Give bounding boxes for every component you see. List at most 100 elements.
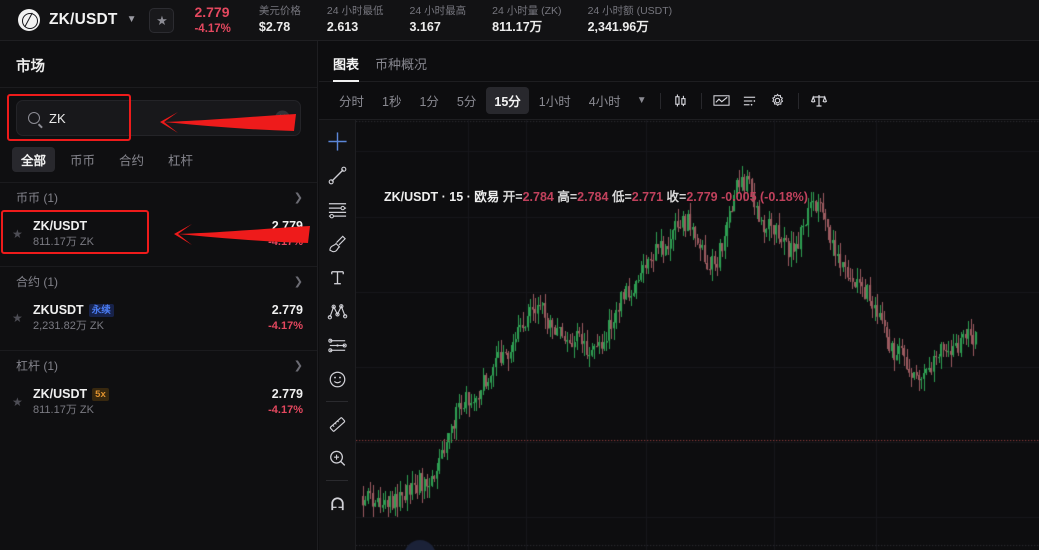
timeframe-4[interactable]: 15分 <box>486 87 529 114</box>
clear-circle-icon[interactable]: ✕ <box>275 110 290 126</box>
favorite-star-icon[interactable]: ★ <box>12 226 23 241</box>
header-last-price: 2.779 <box>194 4 230 21</box>
market-row-price: 2.779 <box>271 303 303 318</box>
legend-open-key: 开= <box>502 190 523 204</box>
chevron-down-icon[interactable]: ▼ <box>126 14 137 25</box>
timeframe-0[interactable]: 分时 <box>339 95 365 109</box>
legend-high-key: 高= <box>557 190 578 204</box>
top-header: ZK/USDT ▼ ★ 2.779 -4.17% 美元价格 $2.78 24 小时最… <box>0 0 1039 41</box>
page-title: ZK/USDT <box>49 11 118 28</box>
divider <box>326 480 348 481</box>
market-filter-0[interactable]: 全部 <box>12 147 56 172</box>
timeframe-3[interactable]: 5分 <box>456 95 477 109</box>
chevron-right-icon[interactable]: ❯ <box>293 276 303 288</box>
chart-panel: 图表 币种概况 分时 1秒 1分 5分 15分 1小时 4小时 ▼ <box>319 41 1039 550</box>
market-group-header[interactable]: 杠杆 (1) ❯ <box>0 350 317 380</box>
market-row-right: 2.779 -4.17% <box>268 218 303 250</box>
market-row-right: 2.779 -4.17% <box>268 386 303 418</box>
market-row-price: 2.779 <box>271 387 303 402</box>
search-row: ZK ✕ <box>0 88 317 136</box>
market-group-title: 合约 (1) <box>16 275 59 289</box>
market-row-change: -4.17% <box>268 320 303 333</box>
header-stat-label: 24 小时最低 <box>326 4 384 17</box>
candlestick-type-icon[interactable] <box>668 89 694 113</box>
chevron-right-icon[interactable]: ❯ <box>293 192 303 204</box>
market-list-item[interactable]: ★ ZK/USDT 5x 811.17万 ZK 2.779 -4.17% <box>0 380 317 424</box>
legend-close-value: 2.779 <box>686 190 718 204</box>
chevron-down-icon[interactable]: ▼ <box>636 95 647 106</box>
market-filter-2[interactable]: 合约 <box>119 154 145 168</box>
market-filter-1[interactable]: 币币 <box>70 154 96 168</box>
horizontal-lines-icon[interactable] <box>323 194 351 224</box>
favorite-star-icon[interactable]: ★ <box>12 310 23 325</box>
market-row-symbol: ZK/USDT <box>33 219 88 234</box>
trend-line-icon[interactable] <box>323 160 351 190</box>
market-row-badge: 永续 <box>88 304 114 318</box>
market-group-header[interactable]: 合约 (1) ❯ <box>0 266 317 296</box>
header-change-percent: -4.17% <box>194 22 231 35</box>
market-list-item[interactable]: ★ ZKUSDT 永续 2,231.82万 ZK 2.779 -4.17% <box>0 296 317 340</box>
divider <box>659 92 661 109</box>
header-stat-value: 2,341.96万 <box>587 19 649 34</box>
market-row-volume: 811.17万 ZK <box>33 236 94 249</box>
divider <box>326 401 348 402</box>
brush-icon[interactable] <box>323 228 351 258</box>
zk-coin-logo-icon <box>18 9 40 31</box>
market-filter-tabs: 全部 币币 合约 杠杆 <box>0 136 317 172</box>
market-filter-3[interactable]: 杠杆 <box>168 154 194 168</box>
crosshair-icon[interactable] <box>323 126 351 156</box>
ruler-icon[interactable] <box>323 409 351 439</box>
chart-tab-0[interactable]: 图表 <box>333 54 360 82</box>
legend-high-value: 2.784 <box>577 190 609 204</box>
list-icon[interactable] <box>737 89 763 113</box>
market-row-left: ZK/USDT 811.17万 ZK <box>33 218 268 250</box>
chevron-right-icon[interactable]: ❯ <box>293 360 303 372</box>
divider <box>797 92 799 109</box>
pitchfork-icon[interactable] <box>323 296 351 326</box>
timeframe-1[interactable]: 1秒 <box>382 95 402 109</box>
header-stat: 24 小时量 (ZK) 811.17万 <box>492 4 561 37</box>
search-input[interactable]: ZK ✕ <box>16 100 301 136</box>
header-stats: 美元价格 $2.78 24 小时最低 2.613 24 小时最高 3.167 24 小时量 … <box>259 4 672 37</box>
market-list-item[interactable]: ★ ZK/USDT 811.17万 ZK 2.779 -4.17% <box>0 212 317 256</box>
patterns-icon[interactable] <box>323 330 351 360</box>
market-sidebar: 市场 ZK ✕ 全部 币币 合约 杠杆 币币 (1) ❯ ★ ZK/USDT 811.17万 … <box>0 41 318 550</box>
legend-close-key: 收= <box>666 190 687 204</box>
chart-plot-area[interactable]: ZK/USDT · 15 · 欧易 开=2.784 高=2.784 低=2.77… <box>356 120 1039 550</box>
market-row-volume: 2,231.82万 ZK <box>33 320 104 333</box>
header-price-block: 2.779 -4.17% <box>194 4 230 36</box>
header-stat-value: 2.613 <box>326 19 359 34</box>
text-tool-icon[interactable] <box>323 262 351 292</box>
pair-selector[interactable]: ZK/USDT ▼ <box>18 9 136 31</box>
settings-gear-icon[interactable] <box>765 89 791 113</box>
header-stat-value: 3.167 <box>409 19 441 34</box>
chart-legend: ZK/USDT · 15 · 欧易 开=2.784 高=2.784 低=2.77… <box>384 186 808 205</box>
market-row-symbol-wrap: ZKUSDT 永续 <box>33 302 268 319</box>
market-row-volume: 811.17万 ZK <box>33 404 94 417</box>
drawing-toolbar <box>319 120 356 550</box>
candlestick-canvas[interactable] <box>356 120 1039 550</box>
magnet-icon[interactable] <box>323 488 351 518</box>
header-stat-value: 811.17万 <box>492 19 543 34</box>
legend-delta: -0.005 (-0.18%) <box>721 190 808 204</box>
compare-scale-icon[interactable] <box>806 89 832 113</box>
chart-tab-1[interactable]: 币种概况 <box>375 57 428 72</box>
market-row-price: 2.779 <box>271 219 303 234</box>
timeframe-6[interactable]: 4小时 <box>588 95 621 109</box>
timeframe-2[interactable]: 1分 <box>419 95 439 109</box>
favorite-star-button[interactable]: ★ <box>149 7 175 33</box>
timeframe-5[interactable]: 1小时 <box>538 95 571 109</box>
zoom-in-icon[interactable] <box>323 443 351 473</box>
legend-open-value: 2.784 <box>522 190 554 204</box>
market-groups: 币币 (1) ❯ ★ ZK/USDT 811.17万 ZK 2.779 -4.17% 合约 (… <box>0 182 317 424</box>
legend-title: ZK/USDT · 15 · 欧易 <box>384 190 500 204</box>
legend-low-value: 2.771 <box>631 190 664 204</box>
emoji-icon[interactable] <box>323 364 351 394</box>
market-row-right: 2.779 -4.17% <box>268 302 303 334</box>
sidebar-title: 市场 <box>16 59 45 75</box>
favorite-star-icon[interactable]: ★ <box>12 394 23 409</box>
market-group-header[interactable]: 币币 (1) ❯ <box>0 182 317 212</box>
market-group-title: 杠杆 (1) <box>16 359 59 373</box>
header-stat: 24 小时最高 3.167 <box>410 4 467 37</box>
indicators-icon[interactable] <box>709 89 735 113</box>
